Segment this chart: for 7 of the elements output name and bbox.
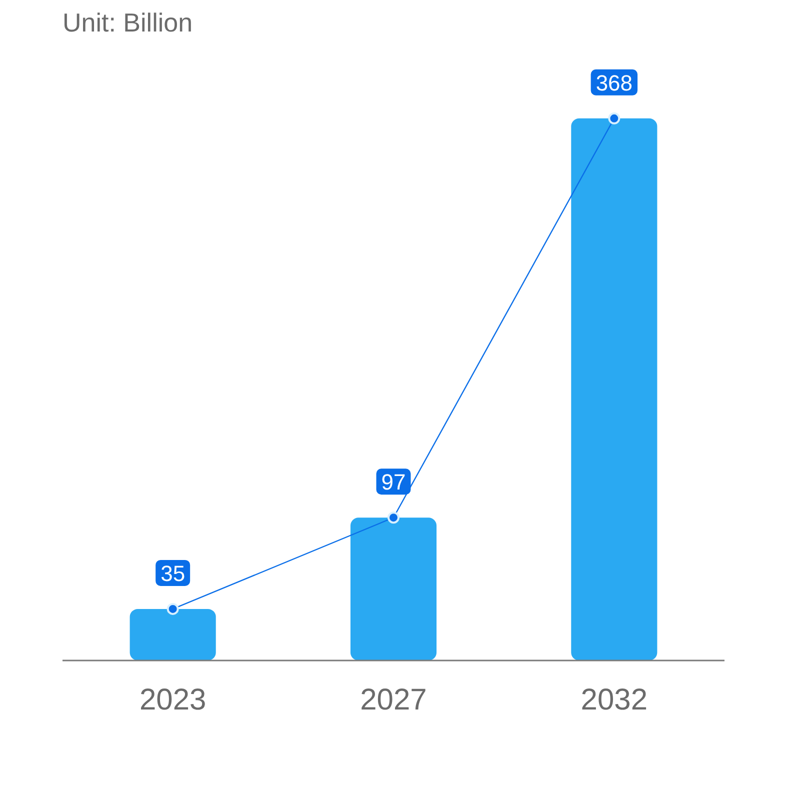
data-label: 97 — [381, 470, 406, 495]
chart-title: Unit: Billion — [62, 8, 193, 38]
x-tick-label: 2023 — [139, 684, 206, 716]
x-tick-label: 2027 — [360, 684, 427, 716]
x-tick-label: 2032 — [580, 684, 648, 716]
data-label: 35 — [160, 560, 186, 586]
data-label: 368 — [596, 70, 633, 96]
